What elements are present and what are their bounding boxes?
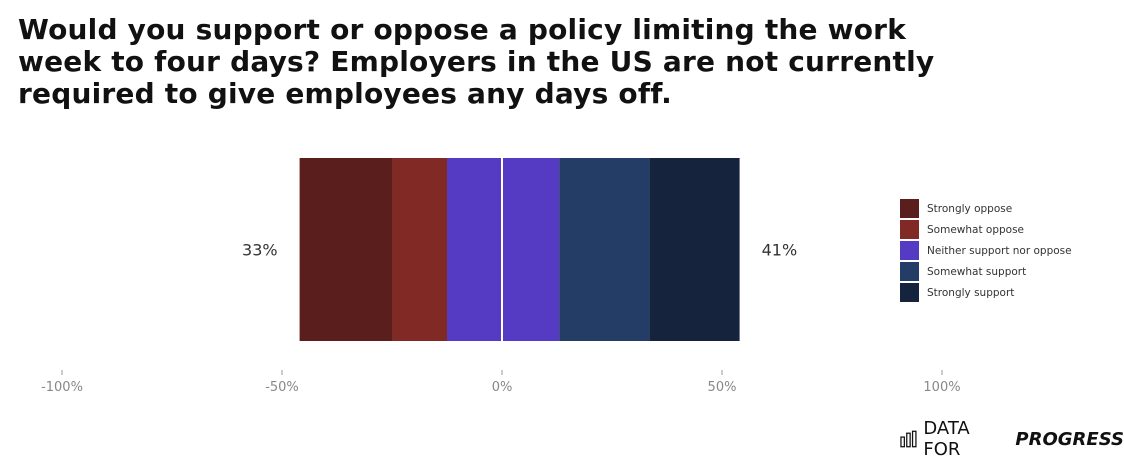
x-tick-label: 0% <box>492 380 513 395</box>
legend-swatch <box>900 220 919 239</box>
brand-prefix: DATA FOR <box>923 418 970 460</box>
legend-item: Strongly support <box>900 282 1072 303</box>
bar-segment-neither-support-nor-oppose <box>447 158 560 341</box>
legend-label: Somewhat support <box>927 265 1027 278</box>
chart-title: Would you support or oppose a policy lim… <box>18 13 935 110</box>
legend-swatch <box>900 241 919 260</box>
bar-segment-strongly-oppose <box>299 158 392 341</box>
legend-swatch <box>900 262 919 281</box>
legend-label: Strongly oppose <box>927 202 1013 215</box>
oppose-total-label: 33% <box>242 241 278 260</box>
brand-logo: DATA FOR PROGRESS <box>900 418 1124 460</box>
legend-item: Somewhat support <box>900 261 1072 282</box>
diverging-bar-chart: 33% 41% -100% -50% 0% 50% 100% <box>41 158 961 395</box>
x-tick-label: -50% <box>265 380 299 395</box>
bar-segment-somewhat-oppose <box>392 158 447 341</box>
bar-segment-strongly-support <box>649 158 740 341</box>
bar-segment-somewhat-support <box>559 158 650 341</box>
brand-strong: PROGRESS <box>1015 428 1124 450</box>
legend-label: Strongly support <box>927 286 1015 299</box>
x-tick-label: -100% <box>41 380 83 395</box>
bar-chart-icon <box>900 430 917 448</box>
legend-label: Somewhat oppose <box>927 223 1025 236</box>
legend-item: Somewhat oppose <box>900 219 1072 240</box>
legend-swatch <box>900 283 919 302</box>
legend-item: Strongly oppose <box>900 198 1072 219</box>
x-tick-label: 50% <box>708 380 737 395</box>
x-tick-label: 100% <box>923 380 960 395</box>
legend-label: Neither support nor oppose <box>927 244 1072 257</box>
legend-swatch <box>900 199 919 218</box>
legend: Strongly oppose Somewhat oppose Neither … <box>900 198 1072 303</box>
legend-item: Neither support nor oppose <box>900 240 1072 261</box>
support-total-label: 41% <box>762 241 798 260</box>
